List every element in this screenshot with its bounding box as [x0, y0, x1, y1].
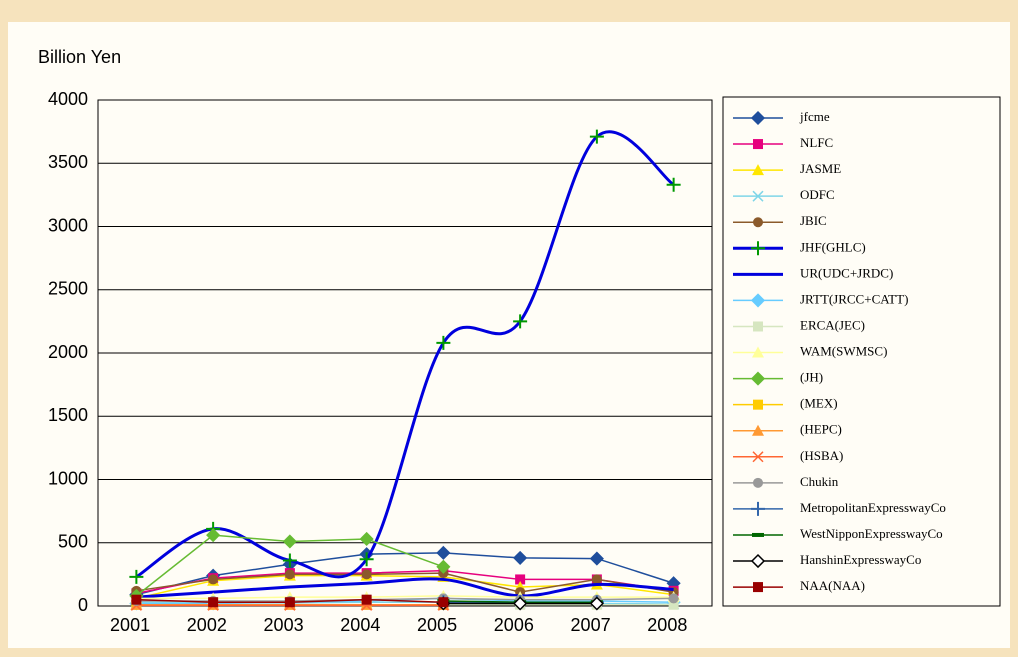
legend-marker [750, 110, 766, 126]
series-line [135, 130, 675, 579]
y-tick-label: 2000 [48, 342, 88, 362]
legend-label: jfcme [799, 109, 830, 124]
series-line [136, 595, 674, 600]
series-line [136, 569, 674, 595]
data-point [666, 177, 681, 192]
legend-marker [751, 241, 765, 256]
legend-label: HanshinExpresswayCo [800, 552, 921, 567]
legend-marker [753, 217, 763, 228]
legend-label: JHF(GHLC) [800, 239, 866, 254]
series-line [136, 572, 674, 593]
data-point [131, 594, 142, 605]
legend-label: WestNipponExpresswayCo [800, 526, 943, 541]
legend [722, 96, 1001, 607]
legend-marker [752, 164, 764, 176]
x-tick-label: 2002 [187, 615, 227, 635]
legend-label: Chukin [800, 474, 839, 489]
data-point [282, 553, 297, 568]
legend-label: (JH) [800, 370, 823, 385]
legend-label: (HSBA) [800, 448, 843, 463]
data-point [208, 574, 219, 585]
series-line [136, 577, 674, 599]
legend-marker [753, 399, 763, 410]
data-point [589, 129, 604, 144]
x-tick-label: 2006 [494, 615, 534, 635]
y-tick-label: 1500 [48, 405, 88, 425]
legend-marker [753, 321, 763, 332]
legend-label: (HEPC) [800, 422, 842, 437]
legend-marker [752, 190, 764, 202]
data-point [436, 335, 451, 350]
legend-label: JASME [800, 161, 841, 176]
data-point [206, 528, 221, 543]
y-axis-label: Billion Yen [38, 47, 121, 67]
x-tick-label: 2008 [647, 615, 687, 635]
x-tick-label: 2007 [571, 615, 611, 635]
legend-marker [753, 139, 763, 150]
legend-marker [751, 501, 765, 516]
data-point [208, 597, 219, 608]
y-tick-label: 0 [78, 595, 88, 615]
data-point [361, 594, 372, 605]
data-point [359, 552, 374, 567]
data-point [284, 569, 295, 580]
y-tick-label: 4000 [48, 89, 88, 109]
data-point [513, 314, 528, 329]
data-point [436, 545, 451, 560]
data-point [515, 574, 526, 585]
y-tick-label: 2500 [48, 279, 88, 299]
data-point [513, 596, 528, 611]
data-point [591, 574, 602, 585]
data-point [282, 534, 297, 549]
legend-label: JRTT(JRCC+CATT) [800, 291, 908, 306]
data-point [668, 593, 679, 604]
y-tick-label: 3500 [48, 152, 88, 172]
legend-label: ODFC [800, 187, 835, 202]
data-point [284, 597, 295, 608]
x-tick-label: 2001 [110, 615, 150, 635]
legend-marker [750, 371, 766, 386]
legend-marker [750, 553, 766, 569]
data-point [589, 551, 604, 566]
data-point [513, 550, 528, 565]
legend-marker [750, 293, 766, 308]
legend-label: JBIC [800, 213, 827, 228]
legend-marker [753, 582, 763, 593]
data-point [359, 531, 374, 547]
series-line [136, 597, 674, 602]
y-tick-label: 3000 [48, 215, 88, 235]
data-point [361, 569, 372, 580]
legend-label: NLFC [800, 135, 833, 150]
x-tick-label: 2003 [264, 615, 304, 635]
legend-label: UR(UDC+JRDC) [800, 265, 893, 280]
y-tick-label: 1000 [48, 468, 88, 488]
x-tick-label: 2005 [417, 615, 457, 635]
legend-marker [752, 346, 764, 358]
legend-marker [752, 451, 764, 463]
data-point [589, 596, 604, 611]
legend-label: (MEX) [800, 396, 838, 411]
legend-label: WAM(SWMSC) [800, 344, 887, 359]
legend-marker [752, 424, 764, 436]
data-point [129, 569, 144, 584]
legend-label: MetropolitanExpresswayCo [800, 500, 946, 515]
legend-marker [753, 477, 763, 488]
x-tick-label: 2004 [340, 615, 380, 635]
legend-label: ERCA(JEC) [800, 317, 865, 332]
legend-label: NAA(NAA) [800, 578, 865, 593]
data-point [436, 559, 451, 574]
legend-marker [752, 532, 764, 537]
data-point [438, 597, 449, 608]
data-point [668, 599, 679, 610]
y-tick-label: 500 [58, 532, 88, 552]
